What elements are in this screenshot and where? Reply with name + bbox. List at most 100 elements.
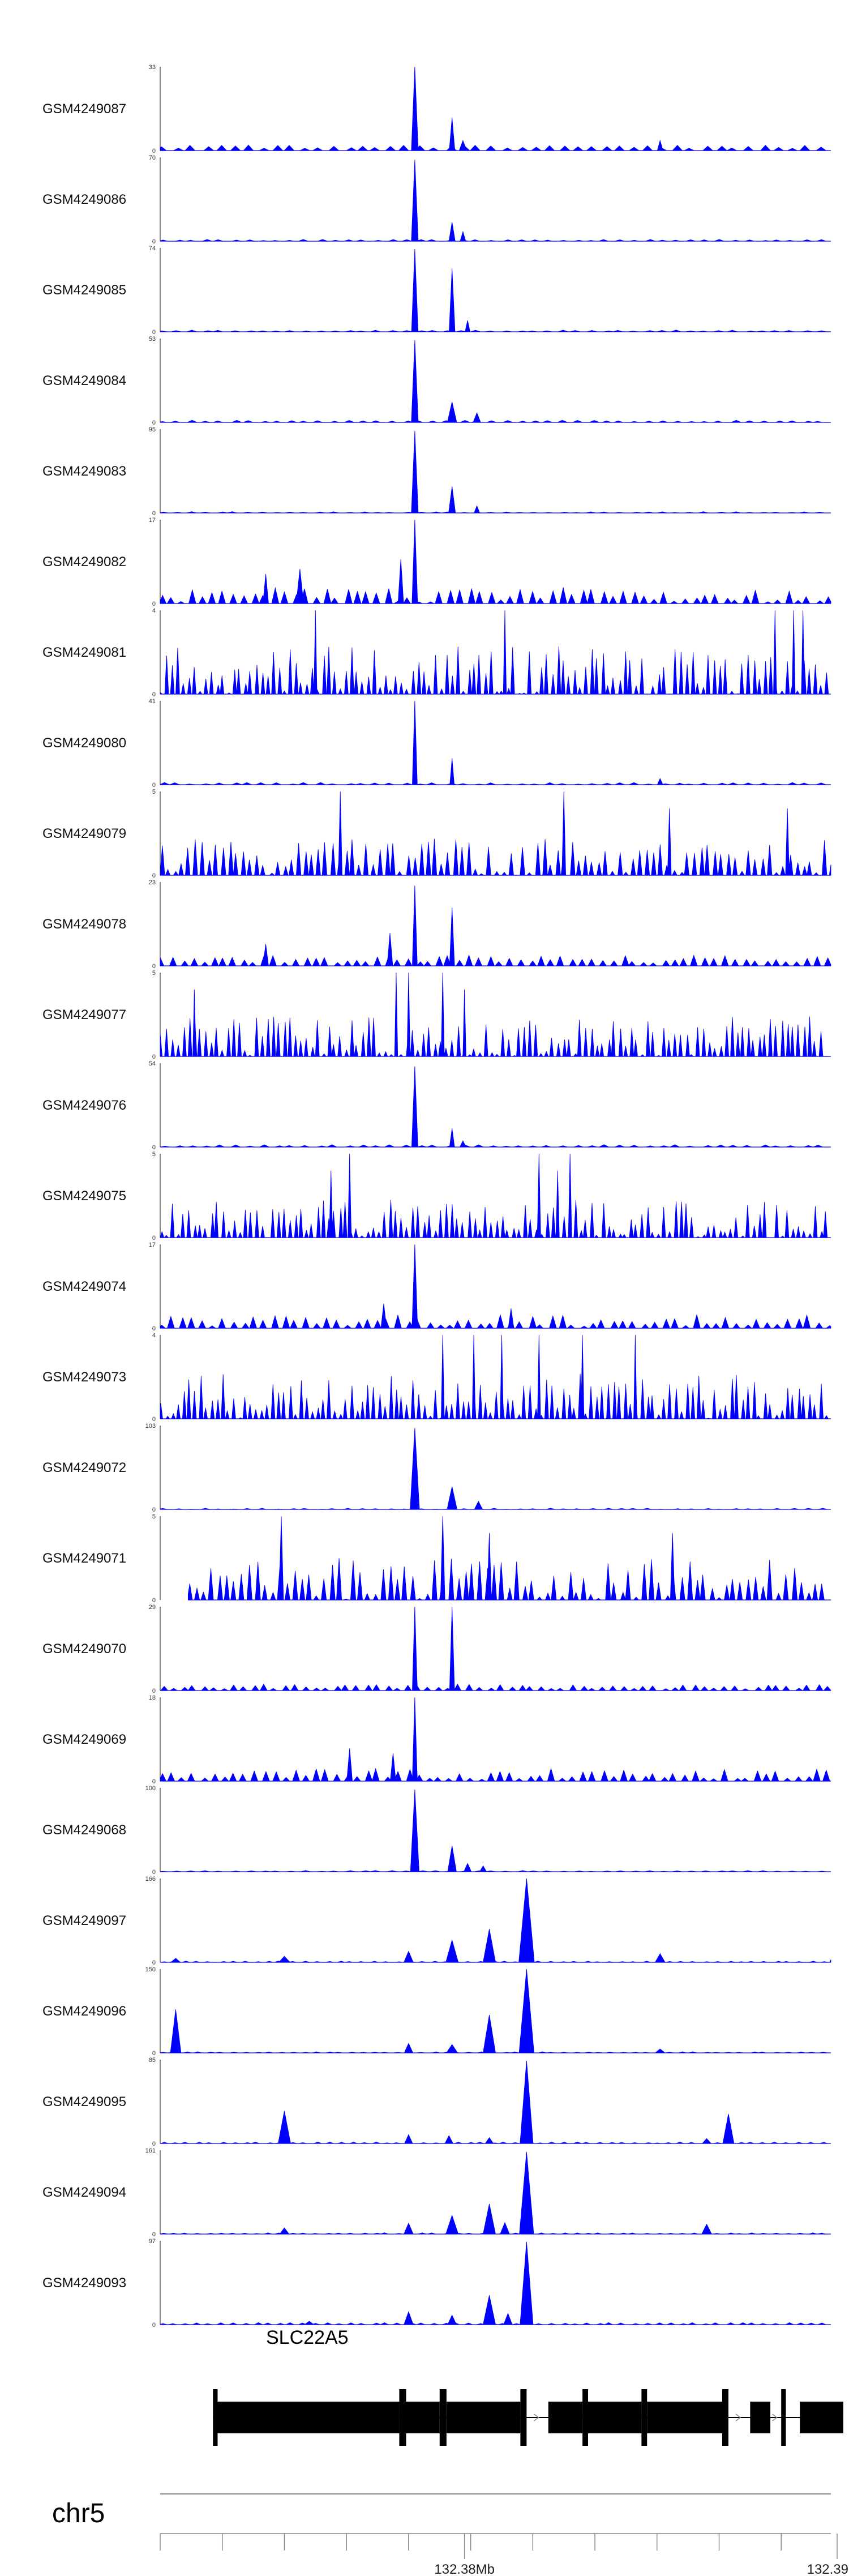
y-min-label: 0 <box>152 1688 156 1694</box>
gene-name-label: SLC22A5 <box>266 2327 349 2348</box>
sample-label: GSM4249080 <box>42 735 126 751</box>
exon-block <box>446 2402 521 2433</box>
exon-block <box>548 2402 583 2433</box>
y-min-label: 0 <box>152 963 156 970</box>
coverage-area <box>160 1878 831 1963</box>
y-min-label: 0 <box>152 1054 156 1060</box>
coverage-area <box>160 249 831 332</box>
y-min-label: 0 <box>152 1597 156 1604</box>
strand-arrow-icon <box>735 2414 741 2421</box>
sample-label: GSM4249079 <box>42 826 126 841</box>
y-max-label: 5 <box>152 1513 156 1520</box>
track-GSM4249096: GSM4249096 150 0 <box>42 1966 831 2057</box>
track-GSM4249079: GSM4249079 5 0 <box>42 789 831 879</box>
y-min-label: 0 <box>152 1778 156 1785</box>
y-min-label: 0 <box>152 329 156 336</box>
coverage-area <box>160 1334 831 1419</box>
sample-label: GSM4249094 <box>42 2185 126 2200</box>
exon-boundary-mark <box>213 2389 218 2446</box>
coverage-area <box>160 972 831 1057</box>
track-GSM4249097: GSM4249097 166 0 <box>42 1876 831 1966</box>
y-max-label: 70 <box>149 155 156 161</box>
track-GSM4249076: GSM4249076 54 0 <box>42 1060 831 1151</box>
y-max-label: 53 <box>149 336 156 343</box>
coverage-area <box>160 519 831 605</box>
track-GSM4249093: GSM4249093 97 0 <box>42 2238 831 2329</box>
y-max-label: 100 <box>145 1785 156 1792</box>
y-min-label: 0 <box>152 420 156 426</box>
y-max-label: 5 <box>152 789 156 795</box>
sample-label: GSM4249073 <box>42 1370 126 1385</box>
y-max-label: 33 <box>149 64 156 71</box>
gene-annotation-track: SLC22A5 <box>213 2327 843 2446</box>
chromosome-label: chr5 <box>52 2498 105 2528</box>
strand-arrow-icon <box>772 2414 778 2421</box>
axis-tick-label: 132.38Mb <box>434 2562 495 2576</box>
exon-block <box>800 2402 843 2433</box>
track-GSM4249075: GSM4249075 5 0 <box>42 1151 831 1242</box>
y-min-label: 0 <box>152 148 156 155</box>
sample-label: GSM4249075 <box>42 1188 126 1204</box>
coverage-area <box>160 2060 831 2144</box>
y-max-label: 18 <box>149 1694 156 1701</box>
y-min-label: 0 <box>152 2141 156 2147</box>
exon-block <box>588 2402 642 2433</box>
track-GSM4249078: GSM4249078 23 0 <box>42 879 831 970</box>
sample-label: GSM4249070 <box>42 1641 126 1657</box>
y-max-label: 74 <box>149 245 156 252</box>
exon-block <box>217 2402 400 2433</box>
exon-block <box>750 2402 771 2433</box>
sample-label: GSM4249095 <box>42 2094 126 2109</box>
coverage-area <box>160 610 831 695</box>
track-GSM4249085: GSM4249085 74 0 <box>42 245 831 336</box>
coverage-area <box>160 1969 831 2053</box>
coverage-area <box>160 791 831 876</box>
sample-label: GSM4249072 <box>42 1460 126 1475</box>
y-min-label: 0 <box>152 1869 156 1876</box>
sample-label: GSM4249087 <box>42 101 126 117</box>
y-min-label: 0 <box>152 1144 156 1151</box>
sample-label: GSM4249082 <box>42 554 126 570</box>
chromosome-axis-track: chr5 132.38Mb 132.39Mb <box>52 2493 849 2576</box>
y-max-label: 4 <box>152 607 156 614</box>
y-min-label: 0 <box>152 2050 156 2057</box>
coverage-area <box>160 1153 831 1239</box>
track-GSM4249086: GSM4249086 70 0 <box>42 155 831 245</box>
y-min-label: 0 <box>152 1507 156 1513</box>
sample-label: GSM4249084 <box>42 373 126 388</box>
track-GSM4249080: GSM4249080 41 0 <box>42 698 831 789</box>
axis-tick-label: 132.39Mb <box>807 2562 849 2576</box>
y-max-label: 23 <box>149 879 156 886</box>
y-min-label: 0 <box>152 1416 156 1423</box>
exon-boundary-mark <box>520 2389 527 2446</box>
y-min-label: 0 <box>152 1325 156 1332</box>
y-min-label: 0 <box>152 2231 156 2238</box>
y-max-label: 95 <box>149 426 156 433</box>
y-max-label: 29 <box>149 1604 156 1611</box>
sample-label: GSM4249086 <box>42 192 126 207</box>
y-max-label: 161 <box>145 2147 156 2154</box>
y-max-label: 17 <box>149 517 156 524</box>
y-min-label: 0 <box>152 510 156 517</box>
sample-label: GSM4249096 <box>42 2004 126 2019</box>
exon-boundary-mark <box>582 2389 588 2446</box>
coverage-area <box>160 2151 831 2235</box>
y-max-label: 54 <box>149 1060 156 1067</box>
track-GSM4249083: GSM4249083 95 0 <box>42 426 831 517</box>
y-max-label: 17 <box>149 1242 156 1248</box>
sample-label: GSM4249077 <box>42 1007 126 1022</box>
track-GSM4249095: GSM4249095 85 0 <box>42 2057 831 2147</box>
coverage-area <box>160 2241 831 2325</box>
y-max-label: 97 <box>149 2238 156 2245</box>
track-GSM4249081: GSM4249081 4 0 <box>42 607 831 698</box>
y-max-label: 166 <box>145 1876 156 1882</box>
y-min-label: 0 <box>152 601 156 607</box>
y-max-label: 5 <box>152 1151 156 1158</box>
coverage-area <box>160 1789 831 1872</box>
sample-label: GSM4249097 <box>42 1913 126 1928</box>
track-GSM4249084: GSM4249084 53 0 <box>42 336 831 426</box>
track-GSM4249074: GSM4249074 17 0 <box>42 1242 831 1332</box>
sample-label: GSM4249074 <box>42 1279 126 1294</box>
track-GSM4249068: GSM4249068 100 0 <box>42 1785 831 1876</box>
exon-boundary-mark <box>641 2389 648 2446</box>
